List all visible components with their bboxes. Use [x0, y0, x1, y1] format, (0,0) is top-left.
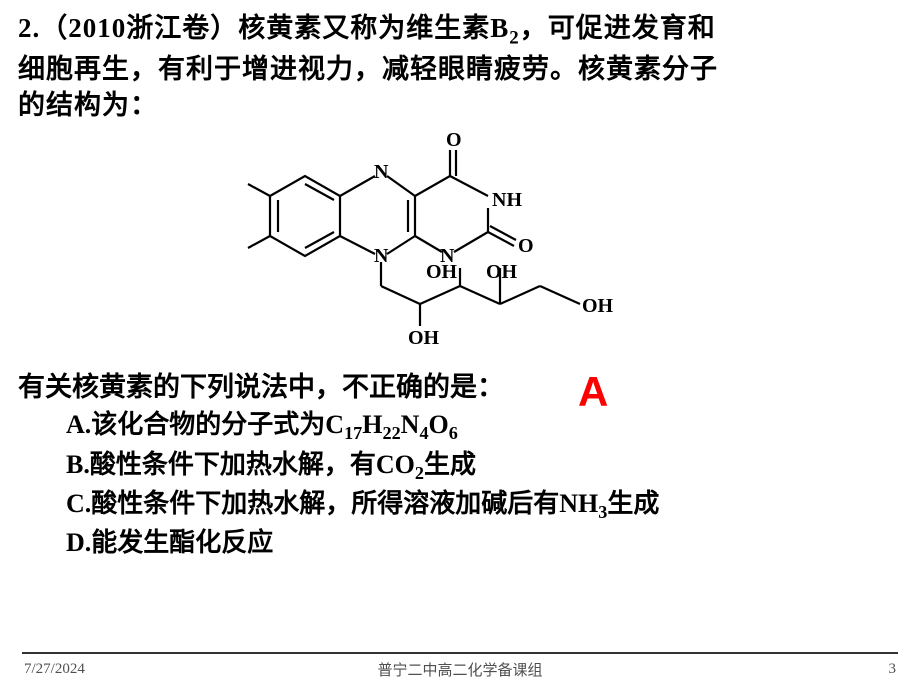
footer-divider: [22, 652, 898, 654]
svg-text:OH: OH: [582, 295, 614, 317]
svg-text:OH: OH: [486, 261, 518, 283]
molecular-structure: N N N NH O O OH OH OH OH: [18, 126, 902, 361]
question-prompt-line: 有关核黄素的下列说法中，不正确的是： A: [18, 369, 902, 405]
riboflavin-structure-svg: N N N NH O O OH OH OH OH: [230, 126, 690, 356]
intro-part1-tail: ，可促进发育和: [520, 13, 716, 43]
intro-part1: 核黄素又称为维生素B: [238, 13, 509, 43]
footer-page: 3: [889, 661, 897, 678]
option-d: D.能发生酯化反应: [66, 525, 902, 561]
footer-center: 普宁二中高二化学备课组: [377, 659, 542, 680]
question-number: 2.: [18, 13, 40, 43]
intro-line2: 细胞再生，有利于增进视力，减轻眼睛疲劳。核黄素分子: [18, 54, 718, 84]
options-block: A.该化合物的分子式为C17H22N4O6 B.酸性条件下加热水解，有CO2生成…: [18, 407, 902, 561]
question-stem: 2.（2010浙江卷）核黄素又称为维生素B2，可促进发育和 细胞再生，有利于增进…: [18, 10, 902, 124]
svg-text:O: O: [446, 129, 462, 151]
svg-text:OH: OH: [408, 327, 440, 349]
svg-text:OH: OH: [426, 261, 458, 283]
answer-mark: A: [578, 364, 608, 421]
question-prompt: 有关核黄素的下列说法中，不正确的是：: [18, 372, 504, 402]
slide-footer: 7/27/2024 普宁二中高二化学备课组 3: [0, 661, 920, 678]
option-c: C.酸性条件下加热水解，所得溶液加碱后有NH3生成: [66, 486, 902, 525]
svg-text:NH: NH: [492, 189, 522, 211]
option-b: B.酸性条件下加热水解，有CO2生成: [66, 447, 902, 486]
b2-subscript: 2: [509, 27, 519, 48]
intro-line3: 的结构为：: [18, 90, 158, 120]
option-a: A.该化合物的分子式为C17H22N4O6: [66, 407, 902, 446]
svg-text:O: O: [518, 235, 534, 257]
question-source: （2010浙江卷）: [40, 13, 238, 43]
svg-text:N: N: [374, 161, 389, 183]
svg-text:N: N: [374, 245, 389, 267]
footer-date: 7/27/2024: [24, 661, 85, 678]
